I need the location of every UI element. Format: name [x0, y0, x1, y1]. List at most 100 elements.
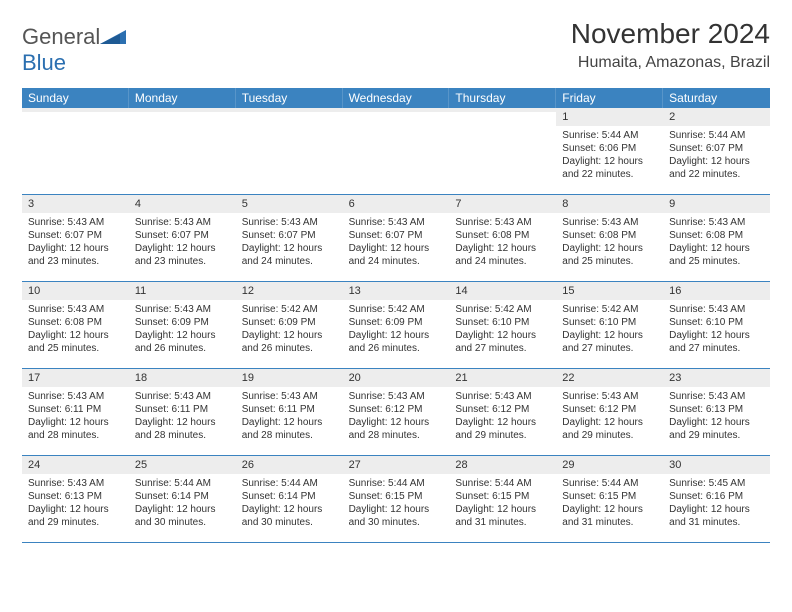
day-detail: Sunrise: 5:44 AMSunset: 6:15 PMDaylight:… — [343, 474, 450, 535]
day-detail: Sunrise: 5:43 AMSunset: 6:13 PMDaylight:… — [22, 474, 129, 535]
day-cell: 12Sunrise: 5:42 AMSunset: 6:09 PMDayligh… — [236, 282, 343, 368]
day-number: 21 — [449, 369, 556, 387]
day-daylight: Daylight: 12 hours and 30 minutes. — [242, 503, 337, 529]
day-header-thu: Thursday — [449, 88, 556, 108]
day-daylight: Daylight: 12 hours and 26 minutes. — [135, 329, 230, 355]
day-number: 16 — [663, 282, 770, 300]
day-sunrise: Sunrise: 5:44 AM — [349, 477, 444, 490]
day-cell: 28Sunrise: 5:44 AMSunset: 6:15 PMDayligh… — [449, 456, 556, 542]
day-header-fri: Friday — [556, 88, 663, 108]
day-detail: Sunrise: 5:43 AMSunset: 6:09 PMDaylight:… — [129, 300, 236, 361]
day-number: 12 — [236, 282, 343, 300]
day-detail: Sunrise: 5:43 AMSunset: 6:13 PMDaylight:… — [663, 387, 770, 448]
day-number: 2 — [663, 108, 770, 126]
header: General Blue November 2024 Humaita, Amaz… — [22, 18, 770, 76]
day-cell — [343, 108, 450, 194]
day-sunrise: Sunrise: 5:43 AM — [242, 216, 337, 229]
day-sunrise: Sunrise: 5:42 AM — [562, 303, 657, 316]
day-detail: Sunrise: 5:44 AMSunset: 6:07 PMDaylight:… — [663, 126, 770, 187]
day-daylight: Daylight: 12 hours and 31 minutes. — [562, 503, 657, 529]
logo: General Blue — [22, 18, 126, 76]
day-daylight: Daylight: 12 hours and 25 minutes. — [669, 242, 764, 268]
day-header-wed: Wednesday — [343, 88, 450, 108]
day-sunset: Sunset: 6:07 PM — [135, 229, 230, 242]
day-number: 6 — [343, 195, 450, 213]
day-sunset: Sunset: 6:07 PM — [669, 142, 764, 155]
day-number: 17 — [22, 369, 129, 387]
day-sunset: Sunset: 6:14 PM — [135, 490, 230, 503]
day-sunrise: Sunrise: 5:43 AM — [28, 477, 123, 490]
logo-text-1: General — [22, 24, 100, 49]
day-daylight: Daylight: 12 hours and 24 minutes. — [455, 242, 550, 268]
day-daylight: Daylight: 12 hours and 30 minutes. — [135, 503, 230, 529]
day-cell: 2Sunrise: 5:44 AMSunset: 6:07 PMDaylight… — [663, 108, 770, 194]
day-cell: 21Sunrise: 5:43 AMSunset: 6:12 PMDayligh… — [449, 369, 556, 455]
day-sunrise: Sunrise: 5:42 AM — [455, 303, 550, 316]
day-daylight: Daylight: 12 hours and 29 minutes. — [28, 503, 123, 529]
week-row: 17Sunrise: 5:43 AMSunset: 6:11 PMDayligh… — [22, 369, 770, 456]
day-sunset: Sunset: 6:13 PM — [669, 403, 764, 416]
day-detail — [343, 112, 450, 121]
day-detail: Sunrise: 5:43 AMSunset: 6:11 PMDaylight:… — [129, 387, 236, 448]
day-daylight: Daylight: 12 hours and 24 minutes. — [349, 242, 444, 268]
day-number: 29 — [556, 456, 663, 474]
day-sunrise: Sunrise: 5:43 AM — [135, 216, 230, 229]
day-daylight: Daylight: 12 hours and 27 minutes. — [562, 329, 657, 355]
day-detail: Sunrise: 5:44 AMSunset: 6:15 PMDaylight:… — [556, 474, 663, 535]
day-cell: 27Sunrise: 5:44 AMSunset: 6:15 PMDayligh… — [343, 456, 450, 542]
day-sunset: Sunset: 6:16 PM — [669, 490, 764, 503]
day-sunrise: Sunrise: 5:43 AM — [562, 390, 657, 403]
day-cell: 4Sunrise: 5:43 AMSunset: 6:07 PMDaylight… — [129, 195, 236, 281]
day-cell: 23Sunrise: 5:43 AMSunset: 6:13 PMDayligh… — [663, 369, 770, 455]
day-sunset: Sunset: 6:08 PM — [28, 316, 123, 329]
day-number: 24 — [22, 456, 129, 474]
day-cell: 16Sunrise: 5:43 AMSunset: 6:10 PMDayligh… — [663, 282, 770, 368]
day-sunrise: Sunrise: 5:43 AM — [349, 390, 444, 403]
day-sunset: Sunset: 6:11 PM — [135, 403, 230, 416]
day-sunset: Sunset: 6:12 PM — [562, 403, 657, 416]
day-sunrise: Sunrise: 5:44 AM — [242, 477, 337, 490]
day-cell: 8Sunrise: 5:43 AMSunset: 6:08 PMDaylight… — [556, 195, 663, 281]
day-cell: 20Sunrise: 5:43 AMSunset: 6:12 PMDayligh… — [343, 369, 450, 455]
weeks-container: 1Sunrise: 5:44 AMSunset: 6:06 PMDaylight… — [22, 108, 770, 543]
day-sunrise: Sunrise: 5:43 AM — [455, 390, 550, 403]
day-cell: 14Sunrise: 5:42 AMSunset: 6:10 PMDayligh… — [449, 282, 556, 368]
day-cell: 13Sunrise: 5:42 AMSunset: 6:09 PMDayligh… — [343, 282, 450, 368]
day-sunset: Sunset: 6:08 PM — [669, 229, 764, 242]
day-sunrise: Sunrise: 5:44 AM — [562, 129, 657, 142]
day-sunrise: Sunrise: 5:43 AM — [669, 390, 764, 403]
day-daylight: Daylight: 12 hours and 22 minutes. — [669, 155, 764, 181]
day-cell: 25Sunrise: 5:44 AMSunset: 6:14 PMDayligh… — [129, 456, 236, 542]
day-sunrise: Sunrise: 5:43 AM — [242, 390, 337, 403]
day-detail: Sunrise: 5:43 AMSunset: 6:11 PMDaylight:… — [236, 387, 343, 448]
day-number: 13 — [343, 282, 450, 300]
day-detail: Sunrise: 5:43 AMSunset: 6:08 PMDaylight:… — [556, 213, 663, 274]
day-sunset: Sunset: 6:07 PM — [28, 229, 123, 242]
logo-text-2: Blue — [22, 50, 66, 75]
day-sunrise: Sunrise: 5:43 AM — [562, 216, 657, 229]
month-title: November 2024 — [571, 18, 770, 50]
day-sunset: Sunset: 6:15 PM — [562, 490, 657, 503]
day-number: 8 — [556, 195, 663, 213]
day-detail: Sunrise: 5:45 AMSunset: 6:16 PMDaylight:… — [663, 474, 770, 535]
day-sunrise: Sunrise: 5:44 AM — [669, 129, 764, 142]
day-sunset: Sunset: 6:07 PM — [242, 229, 337, 242]
day-cell: 22Sunrise: 5:43 AMSunset: 6:12 PMDayligh… — [556, 369, 663, 455]
day-cell: 9Sunrise: 5:43 AMSunset: 6:08 PMDaylight… — [663, 195, 770, 281]
day-sunset: Sunset: 6:09 PM — [242, 316, 337, 329]
day-daylight: Daylight: 12 hours and 29 minutes. — [562, 416, 657, 442]
day-daylight: Daylight: 12 hours and 26 minutes. — [242, 329, 337, 355]
day-daylight: Daylight: 12 hours and 28 minutes. — [349, 416, 444, 442]
day-sunset: Sunset: 6:08 PM — [562, 229, 657, 242]
day-cell: 7Sunrise: 5:43 AMSunset: 6:08 PMDaylight… — [449, 195, 556, 281]
day-number: 26 — [236, 456, 343, 474]
day-daylight: Daylight: 12 hours and 30 minutes. — [349, 503, 444, 529]
day-number: 20 — [343, 369, 450, 387]
day-cell — [236, 108, 343, 194]
day-daylight: Daylight: 12 hours and 28 minutes. — [242, 416, 337, 442]
day-detail: Sunrise: 5:43 AMSunset: 6:12 PMDaylight:… — [343, 387, 450, 448]
day-cell — [22, 108, 129, 194]
day-cell: 17Sunrise: 5:43 AMSunset: 6:11 PMDayligh… — [22, 369, 129, 455]
day-sunrise: Sunrise: 5:43 AM — [28, 390, 123, 403]
day-detail — [449, 112, 556, 121]
